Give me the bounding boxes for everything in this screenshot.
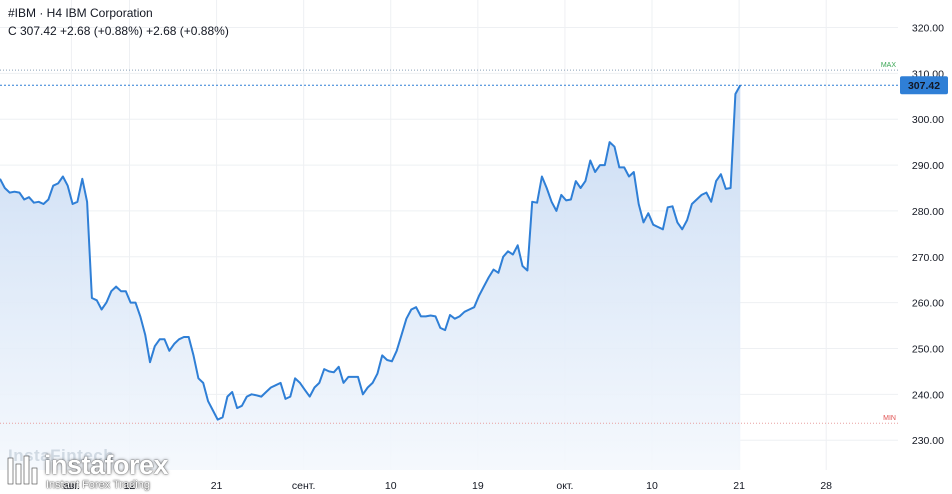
watermark-ghost-text: InstaFintech (8, 446, 115, 465)
y-tick-label: 230.00 (912, 435, 944, 447)
y-tick-label: 240.00 (912, 389, 944, 401)
y-tick-label: 290.00 (912, 160, 944, 172)
y-tick-label: 280.00 (912, 206, 944, 218)
price-line (0, 84, 742, 421)
price-area (0, 85, 741, 470)
last-price-badge: 307.42 (900, 76, 948, 95)
x-tick-label: авг. (63, 480, 80, 492)
x-tick-label: 12 (124, 480, 136, 492)
y-tick-label: 260.00 (912, 298, 944, 310)
x-tick-label: 21 (211, 480, 223, 492)
x-tick-label: 21 (733, 480, 745, 492)
x-tick-label: 10 (646, 480, 658, 492)
price-quote: C 307.42 +2.68 (+0.88%) +2.68 (+0.88%) (8, 24, 229, 38)
min-label: MIN (883, 415, 896, 422)
instaforex-logo-icon (7, 455, 38, 485)
price-levels: MAX MIN (0, 62, 902, 424)
x-tick-label: 19 (472, 480, 484, 492)
y-tick-label: 270.00 (912, 252, 944, 264)
time-axis[interactable]: авг. 12 21 сент. 10 19 окт. 10 21 28 (63, 480, 832, 492)
x-tick-label: 28 (820, 480, 832, 492)
max-label: MAX (881, 62, 897, 69)
x-tick-label: окт. (556, 480, 573, 492)
y-tick-label: 250.00 (912, 343, 944, 355)
y-tick-label: 300.00 (912, 114, 944, 126)
price-axis[interactable]: 230.00 240.00 250.00 260.00 270.00 280.00 290.… (912, 23, 944, 448)
x-tick-label: 10 (385, 480, 397, 492)
last-price-label: 307.42 (908, 80, 940, 92)
watermark-tagline: Instant Forex Trading (46, 479, 150, 491)
symbol-title: #IBM · H4 IBM Corporation (8, 6, 153, 20)
x-tick-label: сент. (292, 480, 315, 492)
watermark-brand: instaforex (44, 450, 169, 480)
y-tick-label: 320.00 (912, 23, 944, 35)
last-price-badge-bg (900, 76, 948, 95)
